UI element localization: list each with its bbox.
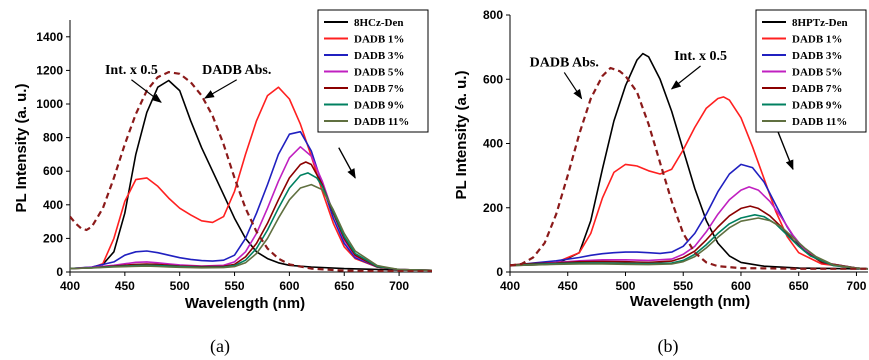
panel-a-chart: 0 200 400 600 800 1000 1200 1400 400 450 500 550 600… [36,9,432,293]
series-line-dadb-11- [70,183,432,272]
y-tick-label: 800 [483,8,503,22]
x-tick-label: 650 [334,279,354,293]
legend: 8HCz-Den DADB 1% DADB 3% DADB 5% DADB 7% DADB… [317,9,429,133]
legend-entry: DADB 11% [354,116,409,128]
x-tick-label: 700 [389,279,409,293]
legend-entry: DADB 1% [354,34,404,46]
x-tick-label: 400 [500,279,520,293]
legend-entry: DADB 11% [792,116,847,128]
x-tick-label: 600 [731,279,751,293]
panel-b-xlabel: Wavelength (nm) [630,293,750,310]
series-line-dadb-9- [510,214,868,270]
x-tick-label: 600 [279,279,299,293]
legend-entry: DADB 3% [354,50,404,62]
legend-entry: 8HCz-Den [354,17,404,29]
series-line-8hptz-den [510,52,868,270]
annotation-label: Int. x 0.5 [674,49,727,64]
legend-entry: DADB 7% [792,83,842,95]
series-line-dadb-3- [510,163,868,270]
annotation-arrow [204,79,238,99]
x-tick-label: 500 [170,279,190,293]
annotation-label: DADB Abs. [530,55,599,70]
y-tick-label: 1400 [36,30,63,44]
y-tick-label: 800 [43,131,63,145]
x-tick-label: 500 [615,279,635,293]
x-tick-label: 550 [225,279,245,293]
y-tick-label: 600 [43,164,63,178]
series-line-dadb-11- [510,217,868,270]
y-tick-label: 0 [496,265,503,279]
panel-a-xlabel: Wavelength (nm) [185,295,305,312]
annotation-arrow [131,79,162,103]
annotation-label: DADB Abs. [202,63,271,78]
x-tick-label: 450 [558,279,578,293]
series-line-dadb-3- [70,130,432,272]
series-line-absorption [510,66,868,270]
series-line-dadb-1- [70,86,432,272]
legend-entry: DADB 3% [792,50,842,62]
panel-a-caption: (a) [210,336,230,357]
y-tick-label: 200 [483,201,503,215]
legend-entry: DADB 9% [354,100,404,112]
panel-b-chart: 0 200 400 600 800 400 450 500 550 600 650 700 DADB A… [483,8,868,293]
legend-entry: DADB 5% [792,67,842,79]
annotation-label: Int. x 0.5 [105,63,158,78]
y-tick-label: 1000 [36,97,63,111]
y-tick-label: 600 [483,72,503,86]
legend-entry: DADB 1% [792,34,842,46]
series-line-absorption [70,71,432,272]
x-tick-label: 550 [673,279,693,293]
trend-arrow [338,147,356,179]
panel-b-ylabel: PL Intensity (a. u.) [453,71,470,200]
x-tick-label: 650 [789,279,809,293]
y-tick-label: 200 [43,231,63,245]
annotation-arrow [670,65,701,90]
x-tick-label: 400 [60,279,80,293]
legend-entry: DADB 9% [792,100,842,112]
legend-entry: 8HPTz-Den [792,17,848,29]
x-tick-label: 450 [115,279,135,293]
panel-a-ylabel: PL Intensity (a. u.) [13,84,30,213]
annotation-arrow [563,72,583,100]
legend-entry: DADB 7% [354,83,404,95]
series-line-dadb-5- [70,146,432,272]
panel-b-caption: (b) [658,336,679,357]
x-tick-label: 700 [846,279,866,293]
y-tick-label: 0 [56,265,63,279]
y-tick-label: 1200 [36,63,63,77]
y-tick-label: 400 [43,198,63,212]
legend: 8HPTz-Den DADB 1% DADB 3% DADB 5% DADB 7% DAD… [755,9,867,133]
y-tick-label: 400 [483,137,503,151]
legend-entry: DADB 5% [354,67,404,79]
